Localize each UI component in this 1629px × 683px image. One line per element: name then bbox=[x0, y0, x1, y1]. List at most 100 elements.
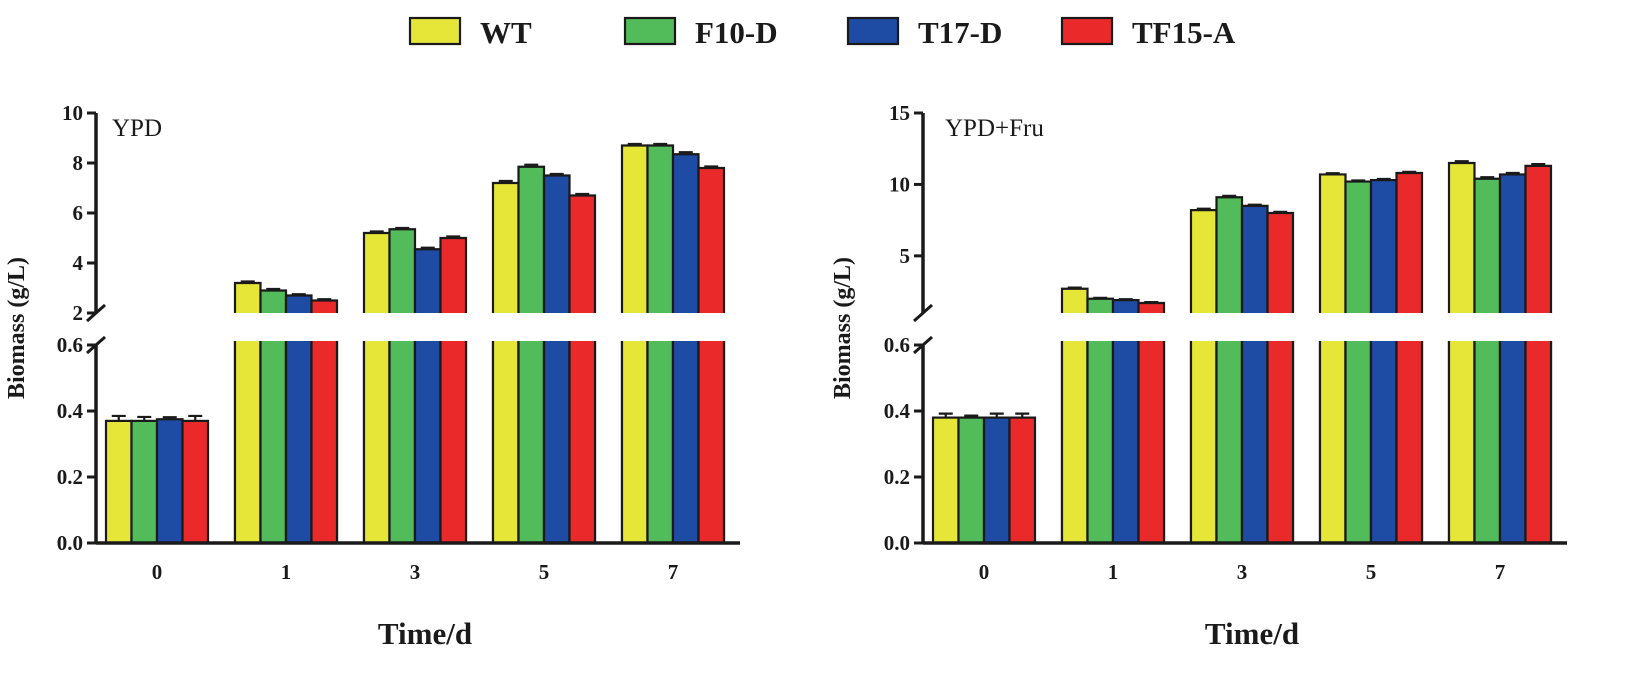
error-bar-TF15-A-5 bbox=[1402, 170, 1417, 173]
y-tick-label-upper: 5 bbox=[900, 244, 911, 268]
bar-lower-T17-D-3 bbox=[1242, 341, 1268, 543]
error-bar-T17-D-5 bbox=[549, 172, 564, 176]
bar-upper-WT-5 bbox=[1320, 174, 1346, 313]
bar-upper-WT-3 bbox=[1191, 210, 1217, 313]
bar-lower-F10-D-7 bbox=[647, 341, 673, 543]
bar-WT-0 bbox=[931, 416, 960, 545]
bar-upper-T17-D-1 bbox=[1113, 300, 1139, 313]
error-bar-WT-3 bbox=[1196, 207, 1211, 211]
bar-upper-TF15-A-1 bbox=[1138, 303, 1164, 313]
error-bar-WT-3 bbox=[369, 230, 384, 233]
y-tick-label-upper: 8 bbox=[73, 151, 84, 175]
bar-F10-D-0 bbox=[957, 416, 986, 545]
legend-label-3: TF15-A bbox=[1132, 15, 1236, 50]
error-bar-WT-5 bbox=[1325, 172, 1340, 175]
y-tick-label-lower: 0.6 bbox=[57, 333, 83, 357]
error-bar-F10-D-3 bbox=[395, 226, 410, 230]
error-bar-F10-D-3 bbox=[1222, 194, 1237, 198]
bar-upper-F10-D-7 bbox=[1474, 178, 1500, 313]
bar-lower-F10-D-1 bbox=[1087, 341, 1113, 543]
x-tick-label: 5 bbox=[1366, 560, 1377, 584]
bar-lower-T17-D-5 bbox=[544, 341, 570, 543]
error-bar-WT-0 bbox=[111, 414, 126, 421]
bar-lower-F10-D-3 bbox=[1216, 341, 1242, 543]
bar-upper-TF15-A-3 bbox=[1267, 213, 1293, 313]
y-tick-label-upper: 15 bbox=[889, 101, 910, 125]
bar-TF15-A-0 bbox=[1008, 416, 1037, 545]
error-bar-F10-D-0 bbox=[137, 415, 152, 421]
bar-upper-WT-5 bbox=[493, 183, 519, 313]
bar-F10-D-0 bbox=[130, 419, 159, 545]
bar-upper-F10-D-5 bbox=[1345, 181, 1371, 313]
bar-upper-T17-D-7 bbox=[1500, 174, 1526, 313]
error-bar-TF15-A-0 bbox=[1015, 412, 1030, 418]
error-bar-WT-7 bbox=[1454, 160, 1469, 163]
error-bar-F10-D-7 bbox=[653, 142, 668, 146]
x-tick-label: 5 bbox=[539, 560, 550, 584]
bar-lower-F10-D-7 bbox=[1474, 341, 1500, 543]
bar-lower-T17-D-1 bbox=[1113, 341, 1139, 543]
bar-lower-WT-7 bbox=[1449, 341, 1475, 543]
bar-T17-D-0 bbox=[155, 418, 184, 545]
x-tick-label: 7 bbox=[1495, 560, 1506, 584]
bar-upper-TF15-A-3 bbox=[440, 238, 466, 313]
y-tick-label-lower: 0.2 bbox=[884, 465, 910, 489]
legend-label-0: WT bbox=[480, 15, 532, 50]
bar-upper-F10-D-1 bbox=[260, 290, 286, 313]
bar-lower-outline-TF15-A-5 bbox=[568, 341, 597, 543]
bar-lower-F10-D-3 bbox=[389, 341, 415, 543]
error-bar-TF15-A-1 bbox=[1144, 301, 1159, 304]
bar-lower-WT-3 bbox=[1191, 341, 1217, 543]
bar-lower-F10-D-5 bbox=[1345, 341, 1371, 543]
bar-upper-F10-D-5 bbox=[518, 166, 544, 313]
x-tick-label: 1 bbox=[1108, 560, 1119, 584]
bar-lower-WT-7 bbox=[622, 341, 648, 543]
y-tick-label-upper: 10 bbox=[62, 101, 83, 125]
legend-label-2: T17-D bbox=[918, 15, 1002, 50]
bar-upper-F10-D-1 bbox=[1087, 298, 1113, 313]
bar-lower-WT-3 bbox=[364, 341, 390, 543]
bar-upper-WT-7 bbox=[622, 145, 648, 313]
bar-lower-outline-TF15-A-1 bbox=[1137, 341, 1166, 543]
error-bar-T17-D-1 bbox=[291, 293, 306, 296]
error-bar-F10-D-1 bbox=[1093, 296, 1108, 299]
x-axis-title: Time/d bbox=[378, 616, 472, 651]
error-bar-WT-1 bbox=[1067, 286, 1082, 289]
bar-upper-F10-D-7 bbox=[647, 145, 673, 313]
panel-title: YPD bbox=[112, 115, 162, 142]
legend-swatch-3 bbox=[1060, 16, 1114, 46]
y-tick-label-upper: 2 bbox=[73, 301, 84, 325]
bar-upper-T17-D-3 bbox=[415, 249, 441, 313]
x-tick-label: 1 bbox=[281, 560, 292, 584]
error-bar-T17-D-3 bbox=[420, 246, 435, 250]
bar-lower-TF15-A-1 bbox=[311, 341, 337, 543]
bar-upper-T17-D-1 bbox=[286, 295, 312, 313]
bar-upper-WT-7 bbox=[1449, 163, 1475, 313]
error-bar-F10-D-5 bbox=[524, 163, 539, 167]
error-bar-TF15-A-0 bbox=[188, 414, 203, 421]
bar-lower-F10-D-5 bbox=[518, 341, 544, 543]
bar-upper-WT-3 bbox=[364, 233, 390, 313]
bar-lower-TF15-A-7 bbox=[1525, 341, 1551, 543]
error-bar-T17-D-1 bbox=[1118, 298, 1133, 301]
bar-lower-WT-5 bbox=[493, 341, 519, 543]
legend: WT F10-D T17-D TF15-A bbox=[408, 15, 1236, 50]
error-bar-F10-D-7 bbox=[1480, 176, 1495, 179]
bar-lower-TF15-A-7 bbox=[698, 341, 724, 543]
y-tick-label-upper: 4 bbox=[73, 251, 84, 275]
bar-upper-TF15-A-5 bbox=[569, 195, 595, 313]
bar-lower-outline-TF15-A-3 bbox=[1266, 341, 1295, 543]
error-bar-TF15-A-5 bbox=[575, 192, 590, 196]
bar-lower-T17-D-3 bbox=[415, 341, 441, 543]
bar-upper-TF15-A-7 bbox=[698, 168, 724, 313]
x-tick-label: 0 bbox=[979, 560, 990, 584]
x-tick-label: 3 bbox=[410, 560, 421, 584]
error-bar-TF15-A-3 bbox=[1273, 210, 1288, 213]
error-bar-T17-D-0 bbox=[989, 412, 1004, 418]
bar-WT-0 bbox=[104, 419, 133, 545]
panel-title: YPD+Fru bbox=[945, 115, 1044, 142]
x-tick-label: 0 bbox=[152, 560, 163, 584]
legend-swatch-0 bbox=[408, 16, 462, 46]
error-bar-T17-D-3 bbox=[1247, 203, 1262, 206]
bar-lower-TF15-A-5 bbox=[569, 341, 595, 543]
